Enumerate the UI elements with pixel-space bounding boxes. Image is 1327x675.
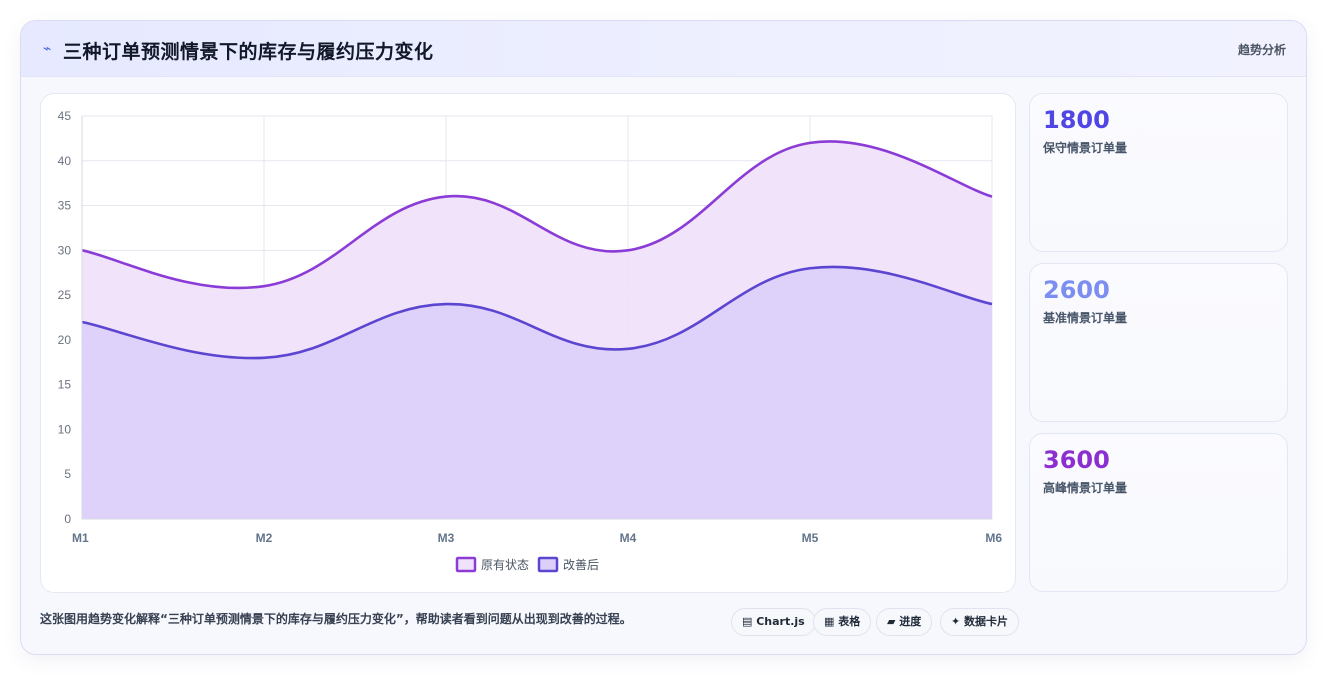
y-tick-label: 10 (58, 422, 72, 436)
y-tick-label: 35 (58, 199, 72, 213)
y-tick-label: 0 (64, 512, 71, 526)
x-tick-label: M4 (620, 531, 637, 545)
lightning-icon: ⌁ (43, 41, 52, 57)
page-title: 三种订单预测情景下的库存与履约压力变化 (63, 41, 434, 63)
analysis-tag[interactable]: 趋势分析 (1237, 43, 1286, 57)
series-area-1 (82, 266, 992, 519)
pill-table[interactable]: ▦ 表格 (813, 608, 872, 636)
y-tick-label: 40 (58, 154, 72, 168)
y-tick-label: 45 (58, 109, 72, 123)
kpi-card-peak: 3600 高峰情景订单量 (1029, 433, 1288, 592)
legend-label-0: 原有状态 (481, 558, 529, 572)
chart-card: ⌁ 三种订单预测情景下的库存与履约压力变化 趋势分析 0 5 10 15 20 25 30 3… (20, 20, 1307, 655)
area-chart: 0 5 10 15 20 25 30 35 40 45 M1 M2 M3 M4 M5 M6 原有状态 改善后 (58, 109, 1002, 573)
kpi-value: 1800 (1043, 106, 1110, 134)
chart-container: 0 5 10 15 20 25 30 35 40 45 M1 M2 M3 M4 M5 M6 原有状态 改善后 (40, 93, 1016, 593)
kpi-label: 高峰情景订单量 (1043, 481, 1128, 495)
kpi-value: 2600 (1043, 276, 1110, 304)
legend-label-1: 改善后 (563, 557, 599, 572)
kpi-value: 3600 (1043, 446, 1110, 474)
pill-progress[interactable]: ▰ 进度 (876, 608, 933, 636)
kpi-label: 保守情景订单量 (1043, 141, 1128, 155)
y-tick-label: 30 (58, 243, 72, 257)
pill-chartjs[interactable]: ▤ Chart.js (731, 608, 816, 636)
x-tick-label: M2 (256, 531, 273, 545)
card-header: ⌁ 三种订单预测情景下的库存与履约压力变化 趋势分析 (21, 21, 1306, 77)
kpi-label: 基准情景订单量 (1043, 311, 1128, 325)
y-tick-label: 5 (64, 467, 71, 481)
y-tick-label: 25 (58, 288, 72, 302)
pill-data-cards[interactable]: ✦ 数据卡片 (940, 608, 1020, 636)
legend-swatch-0 (455, 556, 477, 573)
y-tick-label: 15 (58, 378, 72, 392)
chart-description: 这张图用趋势变化解释“三种订单预测情景下的库存与履约压力变化”，帮助读者看到问题… (40, 612, 632, 626)
series-line-0 (81, 140, 993, 290)
legend-swatch-1 (537, 556, 559, 573)
kpi-card-conservative: 1800 保守情景订单量 (1029, 93, 1288, 252)
kpi-card-baseline: 2600 基准情景订单量 (1029, 263, 1288, 422)
x-tick-label: M5 (802, 531, 819, 545)
x-tick-label: M3 (438, 531, 455, 545)
y-tick-label: 20 (58, 333, 72, 347)
x-tick-label: M6 (985, 531, 1002, 545)
series-line-1 (81, 265, 993, 360)
x-tick-label: M1 (72, 531, 89, 545)
